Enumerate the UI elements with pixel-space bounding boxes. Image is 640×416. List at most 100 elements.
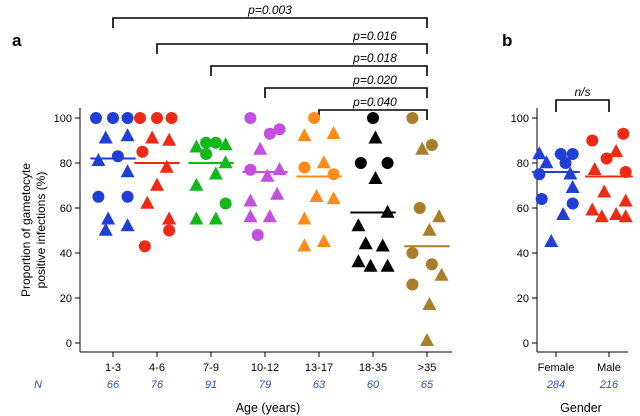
data-point-triangle — [358, 236, 373, 250]
panel-a-brackets: p=0.003 p=0.016 p=0.018 p=0.020 p=0.040 — [112, 3, 428, 120]
x-tick-label: Female — [538, 362, 575, 374]
x-tick-label: 18-35 — [359, 362, 387, 374]
panel-a-ylabel-line1: Proportion of gametocyte — [19, 163, 33, 297]
data-point-circle — [354, 157, 367, 169]
data-point-triangle — [363, 258, 378, 272]
data-point-triangle — [145, 130, 160, 144]
data-point-triangle — [120, 128, 135, 142]
data-point-triangle — [140, 195, 155, 209]
data-point-circle — [406, 278, 419, 291]
data-point-circle — [619, 166, 632, 178]
data-point-circle — [586, 134, 599, 147]
data-point-triangle — [368, 170, 383, 184]
data-point-circle — [200, 148, 213, 160]
y-tick-label: 20 — [517, 293, 529, 305]
panel-b-xlabel: Gender — [560, 401, 602, 415]
data-point-triangle — [101, 211, 116, 225]
n-value: 76 — [151, 379, 164, 391]
data-point-circle — [163, 224, 176, 237]
panel-a-y-ticks: 0 20 40 60 80 100 — [54, 113, 80, 350]
data-point-circle — [298, 161, 311, 174]
data-point-circle — [273, 123, 286, 136]
panel-b-axis-frame — [536, 108, 628, 353]
data-point-circle — [107, 112, 119, 124]
x-tick-label: 13-17 — [305, 362, 333, 374]
panel-b-brackets: n/s — [555, 85, 610, 112]
data-point-circle — [413, 202, 426, 214]
y-tick-label: 40 — [517, 248, 529, 260]
data-point-circle — [617, 127, 630, 140]
data-point-triangle — [253, 141, 268, 155]
data-point-circle — [121, 112, 134, 124]
data-point-circle — [327, 168, 340, 181]
n-value: 66 — [107, 379, 120, 391]
y-tick-label: 80 — [60, 158, 72, 170]
x-tick-label: Male — [597, 362, 621, 374]
panel-b-n-values: 284 216 — [546, 379, 619, 391]
panel-b-y-ticks: 0 20 40 60 80 100 — [511, 113, 537, 350]
data-point-circle — [263, 127, 276, 140]
data-point-triangle — [380, 258, 395, 272]
data-point-circle — [89, 112, 102, 124]
data-point-triangle — [618, 209, 633, 223]
data-point-triangle — [120, 218, 135, 232]
data-point-triangle — [618, 193, 633, 207]
data-point-circle — [209, 136, 222, 149]
data-point-triangle — [326, 191, 341, 205]
p-value-label: p=0.016 — [352, 29, 397, 43]
data-point-triangle — [189, 139, 204, 153]
data-point-circle — [535, 193, 548, 205]
panel-a-xlabel: Age (years) — [236, 401, 301, 415]
panel-a-n-label: N — [34, 379, 42, 391]
data-point-triangle — [609, 143, 624, 157]
data-point-triangle — [159, 159, 174, 173]
data-point-triangle — [380, 204, 395, 218]
data-point-triangle — [98, 222, 113, 236]
data-point-triangle — [98, 130, 113, 144]
data-point-triangle — [539, 155, 554, 169]
data-point-circle — [559, 157, 572, 169]
panel-b-label: b — [502, 31, 512, 50]
data-point-triangle — [243, 193, 258, 207]
data-point-circle — [121, 190, 134, 203]
p-value-label: p=0.018 — [352, 51, 397, 65]
n-value: 216 — [599, 379, 619, 391]
data-point-triangle — [532, 146, 547, 160]
data-point-circle — [92, 190, 105, 203]
data-point-circle — [200, 136, 213, 149]
data-point-circle — [136, 145, 149, 158]
y-tick-label: 100 — [54, 113, 72, 125]
significance-bracket — [555, 99, 610, 112]
data-point-triangle — [556, 206, 571, 220]
x-tick-label: 7-9 — [203, 362, 219, 374]
data-point-circle — [138, 240, 151, 253]
data-point-triangle — [597, 184, 612, 198]
x-tick-label: 1-3 — [105, 362, 121, 374]
significance-bracket — [264, 87, 428, 98]
data-point-triangle — [434, 267, 449, 281]
data-point-triangle — [297, 211, 312, 225]
data-point-triangle — [422, 296, 437, 310]
panel-a: a p=0.003 p=0.016 p=0.018 p=0.020 p=0.040 0 2… — [12, 3, 452, 415]
data-point-triangle — [297, 128, 312, 142]
data-point-circle — [133, 112, 146, 124]
data-point-triangle — [594, 209, 609, 223]
data-point-triangle — [351, 254, 366, 268]
data-point-triangle — [544, 233, 559, 247]
data-point-triangle — [243, 209, 258, 223]
y-tick-label: 60 — [60, 203, 72, 215]
data-point-triangle — [316, 155, 331, 169]
data-point-circle — [566, 197, 579, 210]
data-point-circle — [425, 139, 438, 151]
data-point-triangle — [420, 332, 434, 346]
n-value: 60 — [367, 379, 380, 391]
data-point-triangle — [270, 186, 285, 200]
panel-b-medians — [532, 171, 633, 178]
data-point-circle — [600, 152, 613, 165]
data-point-triangle — [432, 209, 447, 223]
significance-bracket — [112, 17, 428, 28]
data-point-circle — [566, 148, 579, 160]
data-point-circle — [244, 163, 257, 176]
p-value-label: p=0.040 — [352, 95, 397, 109]
panel-a-points — [89, 112, 449, 346]
